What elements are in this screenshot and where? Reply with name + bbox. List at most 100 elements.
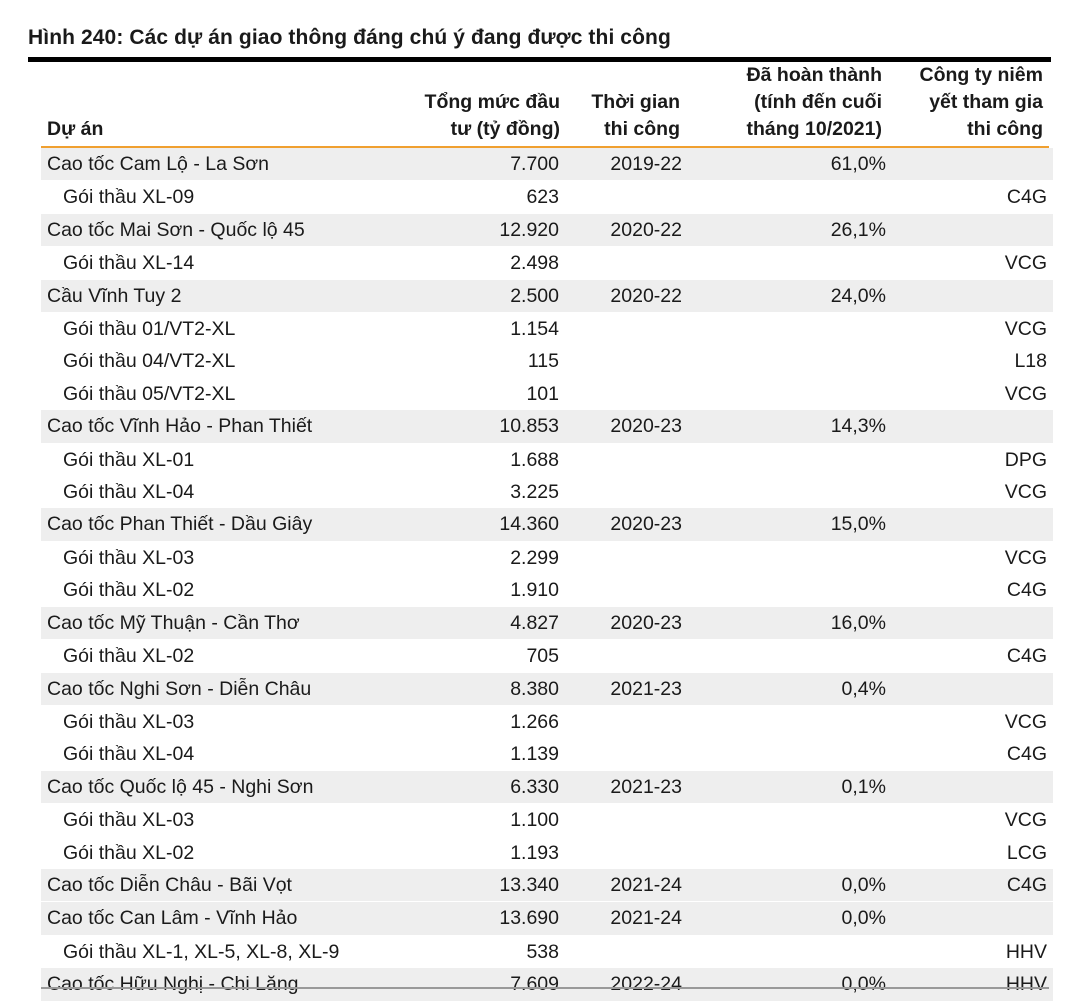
project-name-cell: Gói thầu 01/VT2-XL [41,312,419,346]
header-company: Công ty niêm yết tham gia thi công [880,62,1043,143]
project-name-cell: Gói thầu XL-01 [41,443,419,477]
header-completed-line1: Đã hoàn thành [746,64,882,86]
company-cell: HHV [886,968,1053,1002]
completed-cell: 0,1% [686,770,886,805]
investment-cell: 7.609 [419,968,559,1002]
company-cell: C4G [886,738,1053,771]
project-row: Cao tốc Cam Lộ - La Sơn 7.700 2019-22 61,0% [41,148,1053,182]
project-row: Cao tốc Diễn Châu - Bãi Vọt 13.340 2021-24… [41,868,1053,903]
period-cell [559,443,686,477]
period-cell: 2022-24 [559,968,686,1002]
company-cell [886,410,1053,444]
project-row: Cao tốc Hữu Nghị - Chi Lăng 7.609 2022-24 0… [41,968,1053,1002]
title-rule [28,57,1051,62]
investment-cell: 14.360 [419,508,559,542]
project-name-cell: Cao tốc Mỹ Thuận - Cần Thơ [41,606,419,641]
investment-cell: 115 [419,345,559,378]
package-row: Gói thầu 05/VT2-XL 101 VCG [41,377,1053,411]
investment-cell: 13.690 [419,901,559,936]
investment-cell: 6.330 [419,770,559,805]
investment-cell: 13.340 [419,868,559,903]
company-cell: C4G [886,574,1053,607]
completed-cell: 0,0% [686,901,886,936]
completed-cell: 26,1% [686,213,886,248]
completed-cell [686,476,886,509]
investment-cell: 705 [419,639,559,673]
project-name-cell: Cao tốc Nghi Sơn - Diễn Châu [41,672,419,706]
period-cell [559,180,686,214]
period-cell [559,705,686,739]
project-name-cell: Gói thầu XL-02 [41,639,419,673]
header-period-line1: Thời gian [591,91,680,113]
completed-cell: 15,0% [686,508,886,542]
project-name-cell: Cao tốc Vĩnh Hảo - Phan Thiết [41,410,419,444]
company-cell [886,770,1053,805]
project-name-cell: Cao tốc Can Lâm - Vĩnh Hảo [41,901,419,936]
company-cell [886,672,1053,706]
period-cell [559,836,686,869]
package-row: Gói thầu XL-04 1.139 C4G [41,738,1053,771]
investment-cell: 2.498 [419,246,559,280]
completed-cell: 16,0% [686,606,886,641]
investment-cell: 3.225 [419,476,559,509]
company-cell [886,606,1053,641]
completed-cell: 14,3% [686,410,886,444]
package-row: Gói thầu 01/VT2-XL 1.154 VCG [41,312,1053,346]
period-cell [559,738,686,771]
company-cell: VCG [886,246,1053,280]
investment-cell: 2.500 [419,279,559,314]
projects-table-body: Cao tốc Cam Lộ - La Sơn 7.700 2019-22 61,0%… [41,148,1053,1002]
completed-cell [686,345,886,378]
header-investment-line2: tư (tỷ đồng) [450,118,560,140]
completed-cell: 0,0% [686,868,886,903]
package-row: Gói thầu XL-09 623 C4G [41,180,1053,214]
period-cell [559,803,686,837]
project-name-cell: Gói thầu XL-04 [41,476,419,509]
completed-cell [686,935,886,969]
investment-cell: 1.154 [419,312,559,346]
investment-cell: 538 [419,935,559,969]
period-cell [559,541,686,575]
project-name-cell: Gói thầu XL-14 [41,246,419,280]
investment-cell: 101 [419,377,559,411]
project-name-cell: Cao tốc Cam Lộ - La Sơn [41,148,419,182]
bottom-rule [41,987,1049,989]
project-name-cell: Gói thầu XL-03 [41,803,419,837]
package-row: Gói thầu XL-02 1.910 C4G [41,574,1053,607]
project-row: Cầu Vĩnh Tuy 2 2.500 2020-22 24,0% [41,279,1053,314]
period-cell [559,639,686,673]
investment-cell: 1.266 [419,705,559,739]
completed-cell [686,836,886,869]
package-row: Gói thầu XL-1, XL-5, XL-8, XL-9 538 HHV [41,935,1053,969]
period-cell [559,312,686,346]
completed-cell: 0,4% [686,672,886,706]
company-cell: HHV [886,935,1053,969]
completed-cell [686,443,886,477]
package-row: Gói thầu XL-04 3.225 VCG [41,476,1053,509]
period-cell [559,377,686,411]
company-cell: L18 [886,345,1053,378]
company-cell: VCG [886,705,1053,739]
period-cell: 2020-22 [559,213,686,248]
period-cell: 2021-24 [559,901,686,936]
package-row: Gói thầu XL-03 1.100 VCG [41,803,1053,837]
completed-cell [686,639,886,673]
header-project: Dự án [47,116,103,143]
project-name-cell: Cầu Vĩnh Tuy 2 [41,279,419,314]
company-cell [886,279,1053,314]
project-row: Cao tốc Mai Sơn - Quốc lộ 45 12.920 2020-2… [41,213,1053,248]
header-company-line1: Công ty niêm [919,64,1043,86]
header-period-line2: thi công [604,118,680,140]
project-name-cell: Gói thầu 05/VT2-XL [41,377,419,411]
investment-cell: 1.139 [419,738,559,771]
project-name-cell: Cao tốc Mai Sơn - Quốc lộ 45 [41,213,419,248]
project-name-cell: Cao tốc Quốc lộ 45 - Nghi Sơn [41,770,419,805]
investment-cell: 1.193 [419,836,559,869]
investment-cell: 4.827 [419,606,559,641]
completed-cell [686,541,886,575]
company-cell: VCG [886,377,1053,411]
company-cell: VCG [886,476,1053,509]
header-completed-line3: tháng 10/2021) [746,118,882,140]
investment-cell: 1.100 [419,803,559,837]
package-row: Gói thầu 04/VT2-XL 115 L18 [41,345,1053,378]
